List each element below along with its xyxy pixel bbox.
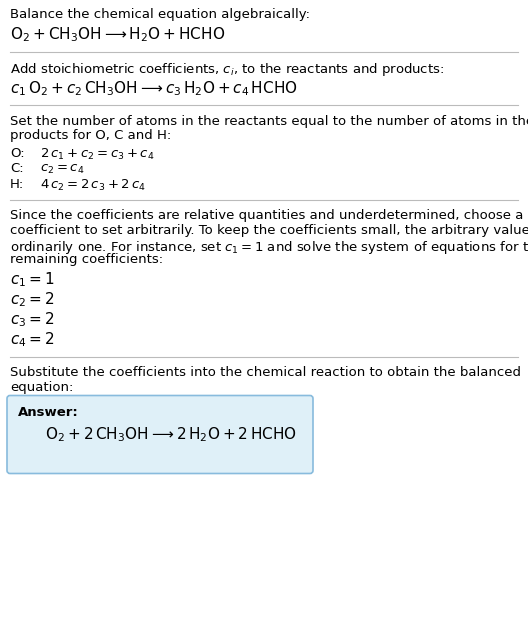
- Text: $c_3 = 2$: $c_3 = 2$: [10, 310, 54, 329]
- Text: C:: C:: [10, 162, 24, 176]
- Text: Set the number of atoms in the reactants equal to the number of atoms in the: Set the number of atoms in the reactants…: [10, 115, 528, 128]
- Text: Since the coefficients are relative quantities and underdetermined, choose a: Since the coefficients are relative quan…: [10, 209, 523, 222]
- Text: $c_2 = c_4$: $c_2 = c_4$: [40, 162, 84, 176]
- Text: $c_1\,\mathrm{O_2} + c_2\,\mathrm{CH_3OH} \longrightarrow c_3\,\mathrm{H_2O} + c: $c_1\,\mathrm{O_2} + c_2\,\mathrm{CH_3OH…: [10, 79, 298, 98]
- Text: equation:: equation:: [10, 381, 73, 394]
- Text: $c_1 = 1$: $c_1 = 1$: [10, 270, 54, 289]
- Text: Answer:: Answer:: [18, 406, 79, 420]
- Text: H:: H:: [10, 178, 24, 191]
- Text: $c_4 = 2$: $c_4 = 2$: [10, 331, 54, 349]
- Text: coefficient to set arbitrarily. To keep the coefficients small, the arbitrary va: coefficient to set arbitrarily. To keep …: [10, 224, 528, 237]
- FancyBboxPatch shape: [7, 396, 313, 473]
- Text: $4\,c_2 = 2\,c_3 + 2\,c_4$: $4\,c_2 = 2\,c_3 + 2\,c_4$: [40, 178, 146, 193]
- Text: ordinarily one. For instance, set $c_1 = 1$ and solve the system of equations fo: ordinarily one. For instance, set $c_1 =…: [10, 238, 528, 255]
- Text: remaining coefficients:: remaining coefficients:: [10, 253, 163, 266]
- Text: products for O, C and H:: products for O, C and H:: [10, 130, 171, 142]
- Text: O:: O:: [10, 147, 25, 160]
- Text: Add stoichiometric coefficients, $c_i$, to the reactants and products:: Add stoichiometric coefficients, $c_i$, …: [10, 61, 444, 78]
- Text: $c_2 = 2$: $c_2 = 2$: [10, 291, 54, 309]
- Text: Substitute the coefficients into the chemical reaction to obtain the balanced: Substitute the coefficients into the che…: [10, 367, 521, 379]
- Text: $\mathrm{O_2 + 2\,CH_3OH} \longrightarrow \mathrm{2\,H_2O + 2\,HCHO}$: $\mathrm{O_2 + 2\,CH_3OH} \longrightarro…: [45, 425, 297, 444]
- Text: $\mathrm{O_2 + CH_3OH} \longrightarrow \mathrm{H_2O + HCHO}$: $\mathrm{O_2 + CH_3OH} \longrightarrow \…: [10, 25, 225, 44]
- Text: $2\,c_1 + c_2 = c_3 + c_4$: $2\,c_1 + c_2 = c_3 + c_4$: [40, 147, 155, 162]
- Text: Balance the chemical equation algebraically:: Balance the chemical equation algebraica…: [10, 8, 310, 21]
